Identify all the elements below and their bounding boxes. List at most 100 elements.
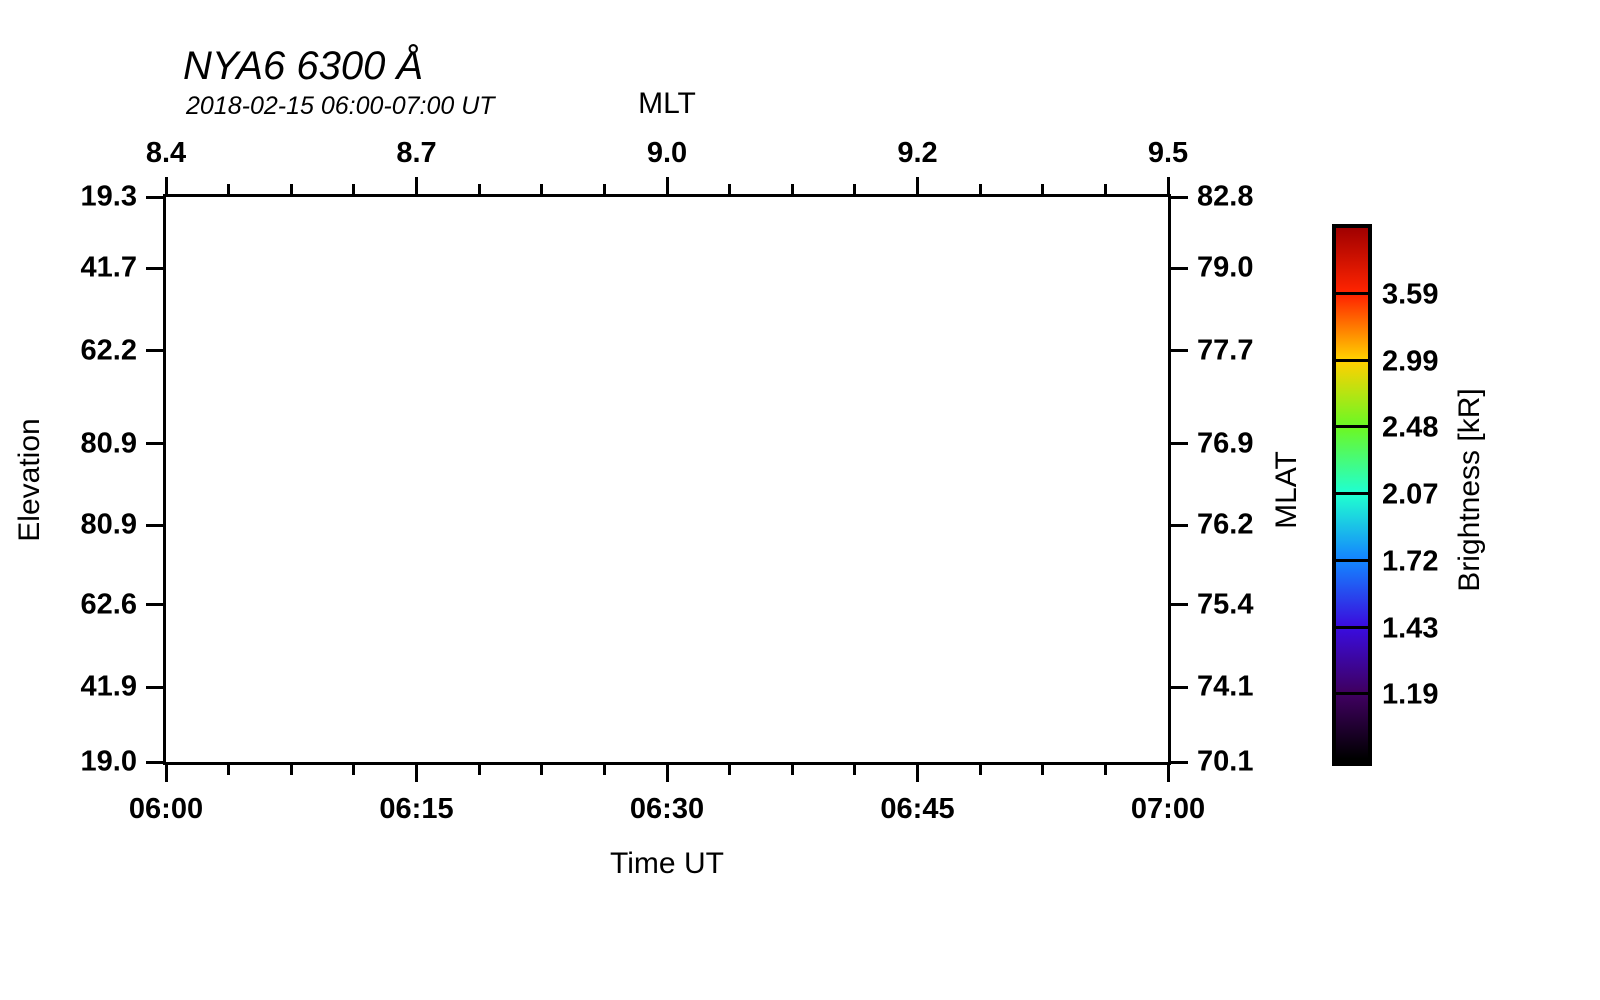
tick-top-minor bbox=[227, 184, 231, 194]
colorbar-segment bbox=[1336, 495, 1368, 559]
tick-label-right: 70.1 bbox=[1197, 745, 1254, 778]
tick-left-major bbox=[146, 760, 163, 764]
tick-top-minor bbox=[602, 184, 606, 194]
colorbar bbox=[1332, 224, 1372, 766]
tick-label-top: 8.4 bbox=[145, 137, 187, 169]
tick-left-major bbox=[146, 685, 163, 689]
tick-label-left: 80.9 bbox=[80, 508, 137, 541]
tick-label-left: 41.9 bbox=[80, 670, 137, 703]
plot-axes-frame bbox=[163, 194, 1171, 765]
tick-left-major bbox=[146, 266, 163, 270]
tick-label-left: 19.0 bbox=[80, 745, 137, 778]
tick-label-top: 9.2 bbox=[897, 137, 938, 169]
tick-bottom-major bbox=[415, 765, 418, 782]
tick-label-bottom: 06:30 bbox=[629, 793, 705, 825]
colorbar-tick-label: 2.07 bbox=[1382, 478, 1439, 511]
colorbar-tick-label: 1.43 bbox=[1382, 612, 1439, 644]
tick-top-major bbox=[415, 177, 418, 194]
right-axis-title: MLAT bbox=[1270, 451, 1303, 529]
tick-bottom-major bbox=[916, 765, 919, 782]
colorbar-tick-label: 1.72 bbox=[1382, 545, 1439, 578]
tick-right-major bbox=[1171, 349, 1188, 353]
tick-top-minor bbox=[978, 184, 982, 194]
tick-top-major bbox=[1166, 177, 1170, 194]
colorbar-tick-label: 3.59 bbox=[1382, 278, 1439, 311]
tick-bottom-minor bbox=[978, 765, 982, 775]
tick-label-left: 62.6 bbox=[80, 588, 137, 621]
colorbar-segment bbox=[1336, 695, 1368, 759]
tick-bottom-minor bbox=[540, 765, 544, 775]
tick-right-major bbox=[1171, 523, 1188, 527]
tick-label-bottom: 06:45 bbox=[880, 793, 955, 825]
colorbar-segment bbox=[1336, 294, 1368, 359]
tick-left-major bbox=[146, 349, 163, 353]
tick-label-right: 75.4 bbox=[1197, 588, 1254, 621]
page-subtitle: 2018-02-15 06:00-07:00 UT bbox=[186, 92, 495, 120]
tick-label-top: 9.0 bbox=[646, 137, 688, 169]
tick-top-minor bbox=[1041, 184, 1045, 194]
colorbar-tick-label: 1.19 bbox=[1382, 678, 1439, 711]
tick-top-minor bbox=[289, 184, 293, 194]
tick-right-major bbox=[1171, 266, 1188, 270]
tick-label-left: 19.3 bbox=[80, 180, 137, 213]
colorbar-segment bbox=[1336, 361, 1368, 426]
tick-bottom-major bbox=[665, 765, 669, 782]
tick-bottom-minor bbox=[853, 765, 857, 775]
tick-left-major bbox=[146, 603, 163, 607]
tick-bottom-major bbox=[164, 765, 168, 782]
tick-label-top: 8.7 bbox=[396, 137, 437, 169]
tick-bottom-minor bbox=[352, 765, 356, 775]
tick-label-left: 41.7 bbox=[80, 251, 137, 284]
tick-top-minor bbox=[352, 184, 356, 194]
colorbar-segment bbox=[1336, 628, 1368, 693]
tick-top-major bbox=[916, 177, 919, 194]
colorbar-tick-label: 2.48 bbox=[1382, 411, 1439, 444]
tick-top-minor bbox=[790, 184, 794, 194]
left-axis-title: Elevation bbox=[13, 418, 46, 542]
tick-label-left: 62.2 bbox=[80, 334, 137, 367]
top-axis-title: MLT bbox=[638, 87, 696, 120]
tick-top-minor bbox=[477, 184, 481, 194]
tick-top-minor bbox=[728, 184, 732, 194]
page-title: NYA6 6300 Å bbox=[183, 44, 424, 88]
tick-top-minor bbox=[540, 184, 544, 194]
tick-label-right: 79.0 bbox=[1197, 251, 1254, 284]
tick-left-major bbox=[146, 523, 163, 527]
colorbar-tick-label: 2.99 bbox=[1382, 345, 1439, 377]
tick-label-right: 82.8 bbox=[1197, 180, 1254, 213]
tick-bottom-minor bbox=[1041, 765, 1045, 775]
tick-label-right: 74.1 bbox=[1197, 670, 1254, 703]
tick-bottom-minor bbox=[602, 765, 606, 775]
tick-label-bottom: 07:00 bbox=[1130, 793, 1206, 825]
tick-top-major bbox=[665, 177, 669, 194]
tick-right-major bbox=[1171, 685, 1188, 689]
tick-top-minor bbox=[853, 184, 857, 194]
colorbar-segment bbox=[1336, 428, 1368, 492]
tick-bottom-major bbox=[1166, 765, 1170, 782]
tick-bottom-minor bbox=[227, 765, 231, 775]
tick-right-major bbox=[1171, 760, 1188, 764]
tick-right-major bbox=[1171, 195, 1188, 199]
tick-bottom-minor bbox=[728, 765, 732, 775]
colorbar-segment bbox=[1336, 228, 1368, 292]
tick-label-right: 76.2 bbox=[1197, 508, 1254, 541]
tick-label-bottom: 06:00 bbox=[128, 793, 204, 825]
tick-right-major bbox=[1171, 603, 1188, 607]
tick-bottom-minor bbox=[790, 765, 794, 775]
tick-left-major bbox=[146, 442, 163, 446]
tick-label-right: 77.7 bbox=[1197, 334, 1254, 367]
tick-label-top: 9.5 bbox=[1147, 137, 1189, 169]
tick-top-major bbox=[164, 177, 168, 194]
tick-right-major bbox=[1171, 442, 1188, 446]
tick-left-major bbox=[146, 195, 163, 199]
tick-label-right: 76.9 bbox=[1197, 427, 1254, 460]
colorbar-segment bbox=[1336, 561, 1368, 626]
colorbar-title: Brightness [kR] bbox=[1453, 388, 1486, 592]
tick-label-bottom: 06:15 bbox=[379, 793, 454, 825]
tick-top-minor bbox=[1103, 184, 1107, 194]
tick-label-left: 80.9 bbox=[80, 427, 137, 460]
bottom-axis-title: Time UT bbox=[610, 847, 724, 880]
tick-bottom-minor bbox=[289, 765, 293, 775]
tick-bottom-minor bbox=[477, 765, 481, 775]
